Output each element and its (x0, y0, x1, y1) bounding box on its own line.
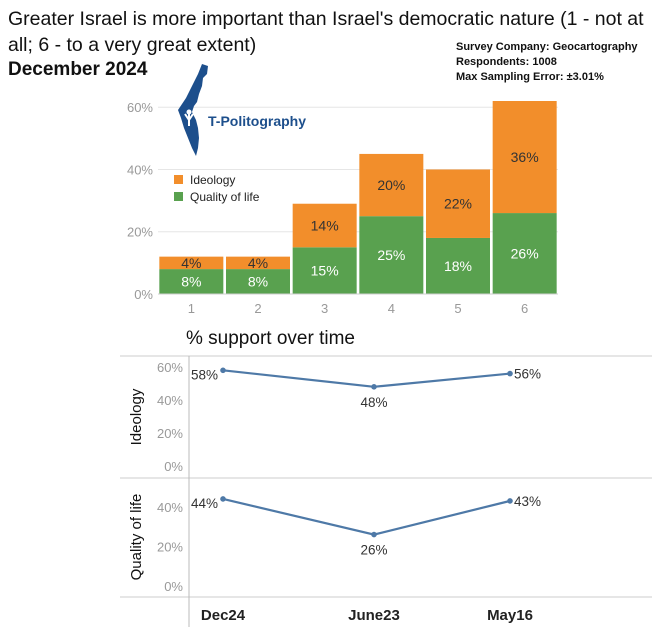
bar-ideology (292, 203, 357, 248)
series-point (507, 498, 513, 504)
line-y-tick-label: 0% (164, 459, 183, 474)
series-point (371, 384, 377, 390)
bar-quality-of-life (426, 237, 490, 294)
survey-company: Survey Company: Geocartography (456, 41, 638, 53)
series-point-label: 44% (191, 496, 218, 511)
line-y-tick-label: 20% (157, 426, 183, 441)
line-y-tick-label: 20% (157, 539, 183, 554)
bar-quality-of-life (159, 269, 224, 294)
bar-x-tick-label: 4 (388, 301, 395, 316)
series-point (220, 367, 226, 374)
bar-y-tick-label: 20% (127, 225, 153, 240)
bar-ideology (226, 256, 290, 270)
line-chart-title: % support over time (186, 328, 355, 349)
line-chart: Ideology 0% 20% 40% 60% 58% 48% 56% Quality of l… (120, 355, 652, 627)
legend-label: Quality of life (190, 190, 260, 204)
bar-ideology-label: 20% (377, 177, 405, 193)
line-x-tick-label: June23 (348, 607, 400, 624)
panel-label: Ideology (128, 388, 145, 445)
bar-x-tick-label: 2 (254, 301, 261, 316)
bar-ideology (359, 153, 424, 217)
series-point-label: 48% (360, 395, 387, 410)
line-y-tick-label: 40% (157, 500, 183, 515)
legend-swatch (174, 175, 183, 184)
series-line (222, 369, 511, 388)
bar-ideology-label: 4% (248, 255, 268, 271)
bar-quality-of-life (292, 247, 357, 294)
bar-x-tick-label: 1 (188, 301, 195, 316)
line-y-tick-label: 40% (157, 393, 183, 408)
bar-ideology (492, 101, 557, 214)
series-point (507, 370, 513, 377)
panel-label: Quality of life (128, 494, 145, 581)
legend-swatch (174, 192, 183, 201)
line-x-tick-label: May16 (487, 607, 533, 624)
series-point-label: 56% (514, 367, 541, 382)
bar-y-tick-label: 60% (127, 100, 153, 115)
bar-ideology-label: 36% (511, 149, 539, 165)
bar-quality-of-life (359, 216, 424, 294)
israel-map-logo-icon (178, 64, 208, 156)
bar-ideology (159, 256, 224, 270)
bar-quality-of-life-label: 8% (181, 274, 201, 290)
survey-info: Survey Company: Geocartography Responden… (456, 40, 638, 85)
line-y-tick-label: 0% (164, 579, 183, 594)
bar-y-tick-label: 40% (127, 162, 153, 177)
bar-ideology-label: 4% (181, 255, 201, 271)
survey-error: Max Sampling Error: ±3.01% (456, 71, 604, 83)
bar-ideology-label: 22% (444, 196, 472, 212)
bar-x-tick-label: 6 (521, 301, 528, 316)
bar-ideology-label: 14% (311, 218, 339, 234)
chart-title: Greater Israel is more important than Is… (8, 8, 644, 56)
bar-x-tick-label: 5 (454, 301, 461, 316)
series-line (222, 497, 511, 536)
stacked-bar-chart: 0%20%40%60%8%4%18%4%215%14%325%20%418%22… (127, 100, 558, 316)
bar-quality-of-life-label: 25% (377, 247, 405, 263)
bar-quality-of-life (226, 269, 290, 294)
bar-quality-of-life-label: 18% (444, 258, 472, 274)
legend-label: Ideology (190, 173, 235, 187)
series-point-label: 43% (514, 494, 541, 509)
logo-text: T-Politography (208, 113, 306, 129)
survey-respondents: Respondents: 1008 (456, 56, 557, 68)
bar-quality-of-life-label: 26% (511, 246, 539, 262)
bar-quality-of-life-label: 8% (248, 274, 268, 290)
bar-x-tick-label: 3 (321, 301, 328, 316)
bar-quality-of-life (492, 213, 557, 294)
series-point-label: 26% (360, 543, 387, 558)
bar-quality-of-life-label: 15% (311, 263, 339, 279)
line-y-tick-label: 60% (157, 360, 183, 375)
bar-ideology (426, 169, 490, 238)
chart-subtitle: December 2024 (8, 59, 148, 80)
series-point-label: 58% (191, 367, 218, 382)
series-point (371, 531, 377, 538)
bar-y-tick-label: 0% (134, 287, 153, 302)
line-x-tick-label: Dec24 (201, 607, 246, 624)
series-point (220, 496, 226, 502)
